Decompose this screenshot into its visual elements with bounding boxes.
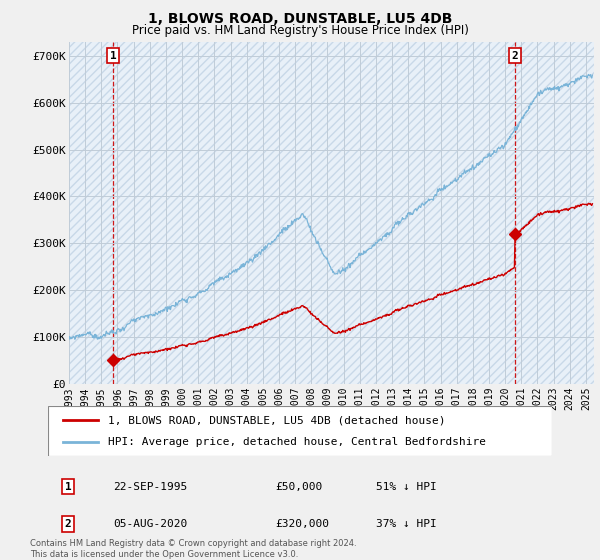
Text: 1: 1 <box>65 482 71 492</box>
Text: Contains HM Land Registry data © Crown copyright and database right 2024.
This d: Contains HM Land Registry data © Crown c… <box>30 539 356 559</box>
Text: £50,000: £50,000 <box>275 482 322 492</box>
Text: 2: 2 <box>511 50 518 60</box>
Text: 1: 1 <box>110 50 116 60</box>
Text: 05-AUG-2020: 05-AUG-2020 <box>113 519 188 529</box>
Text: 37% ↓ HPI: 37% ↓ HPI <box>376 519 436 529</box>
Text: Price paid vs. HM Land Registry's House Price Index (HPI): Price paid vs. HM Land Registry's House … <box>131 24 469 37</box>
Text: 51% ↓ HPI: 51% ↓ HPI <box>376 482 436 492</box>
Text: HPI: Average price, detached house, Central Bedfordshire: HPI: Average price, detached house, Cent… <box>109 437 487 447</box>
Text: 1, BLOWS ROAD, DUNSTABLE, LU5 4DB (detached house): 1, BLOWS ROAD, DUNSTABLE, LU5 4DB (detac… <box>109 415 446 425</box>
Text: 2: 2 <box>65 519 71 529</box>
Text: 1, BLOWS ROAD, DUNSTABLE, LU5 4DB: 1, BLOWS ROAD, DUNSTABLE, LU5 4DB <box>148 12 452 26</box>
Text: 22-SEP-1995: 22-SEP-1995 <box>113 482 188 492</box>
FancyBboxPatch shape <box>48 406 552 456</box>
Text: £320,000: £320,000 <box>275 519 329 529</box>
